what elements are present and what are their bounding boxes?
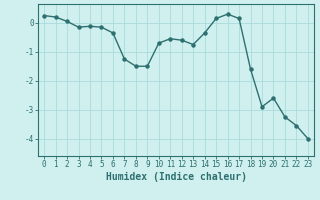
X-axis label: Humidex (Indice chaleur): Humidex (Indice chaleur) xyxy=(106,172,246,182)
